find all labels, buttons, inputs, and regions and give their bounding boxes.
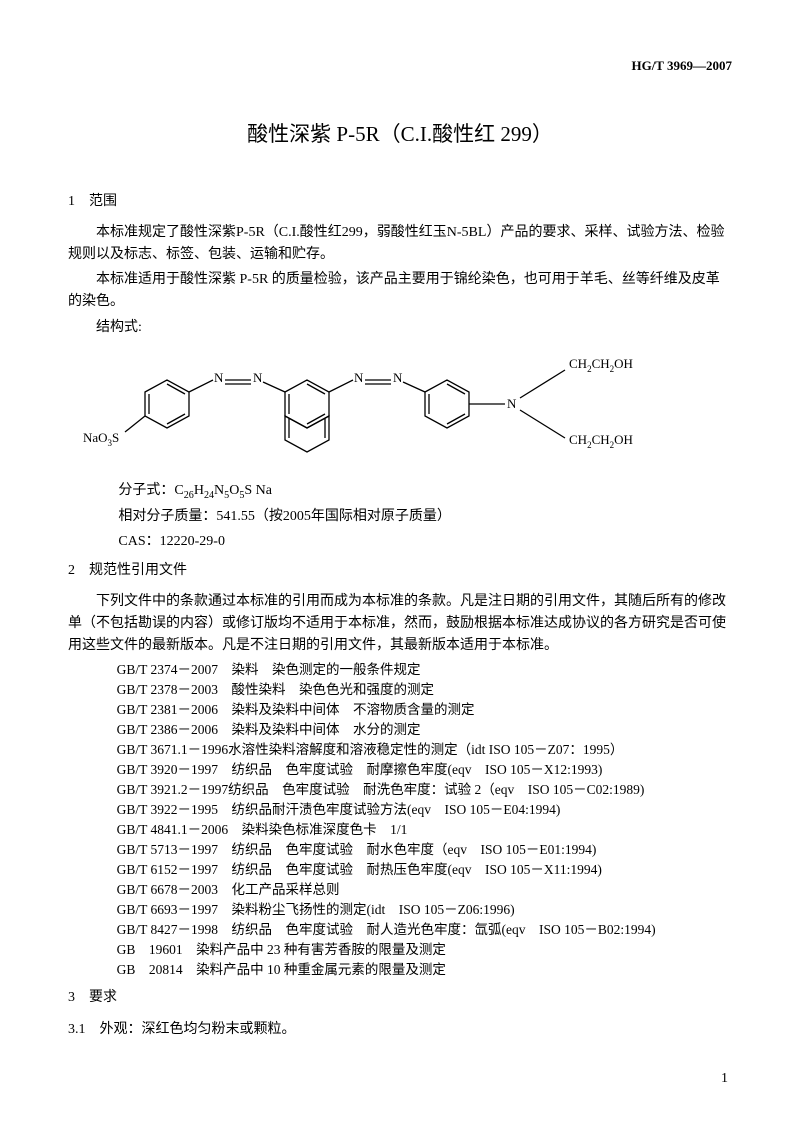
section-1-para-1: 本标准规定了酸性深紫P-5R（C.I.酸性红299，弱酸性红玉N-5BL）产品的… xyxy=(68,222,732,265)
svg-text:N: N xyxy=(354,370,364,385)
reference-list: GB/T 2374－2007 染料 染色测定的一般条件规定 GB/T 2378－… xyxy=(117,660,732,980)
reference-item: GB/T 2374－2007 染料 染色测定的一般条件规定 xyxy=(117,660,732,680)
reference-item: GB/T 2381－2006 染料及染料中间体 不溶物质含量的测定 xyxy=(117,700,732,720)
section-3-heading: 3 要求 xyxy=(68,986,732,1006)
reference-item: GB/T 3922－1995 纺织品耐汗渍色牢度试验方法(eqv ISO 105… xyxy=(117,800,732,820)
document-title: 酸性深紫 P-5R（C.I.酸性红 299） xyxy=(68,118,732,148)
section-3-1: 3.1 外观：深红色均匀粉末或颗粒。 xyxy=(68,1018,732,1038)
reference-item: GB/T 3920－1997 纺织品 色牢度试验 耐摩擦色牢度(eqv ISO … xyxy=(117,760,732,780)
svg-text:NaO3S: NaO3S xyxy=(83,430,119,448)
section-2-para-1: 下列文件中的条款通过本标准的引用而成为本标准的条款。凡是注日期的引用文件，其随后… xyxy=(68,591,732,656)
reference-item: GB/T 6693－1997 染料粉尘飞扬性的测定(idt ISO 105－Z0… xyxy=(117,900,732,920)
reference-item: GB/T 3671.1－1996水溶性染料溶解度和溶液稳定性的测定（idt IS… xyxy=(117,740,732,760)
svg-text:N: N xyxy=(507,396,517,411)
standard-code: HG/T 3969—2007 xyxy=(68,58,732,74)
reference-item: GB/T 2386－2006 染料及染料中间体 水分的测定 xyxy=(117,720,732,740)
svg-text:N: N xyxy=(253,370,263,385)
reference-item: GB/T 6152－1997 纺织品 色牢度试验 耐热压色牢度(eqv ISO … xyxy=(117,860,732,880)
reference-item: GB/T 3921.2－1997纺织品 色牢度试验 耐洗色牢度：试验 2（eqv… xyxy=(117,780,732,800)
section-2-heading: 2 规范性引用文件 xyxy=(68,559,732,579)
svg-text:N: N xyxy=(393,370,403,385)
structure-label: 结构式: xyxy=(68,317,732,339)
reference-item: GB/T 2378－2003 酸性染料 染色色光和强度的测定 xyxy=(117,680,732,700)
page-number: 1 xyxy=(721,1071,728,1087)
reference-item: GB/T 6678－2003 化工产品采样总则 xyxy=(117,880,732,900)
chemical-structure-diagram: NaO3S N N N N N CH2CH2OH CH2CH2OH xyxy=(68,342,732,472)
svg-text:CH2CH2OH: CH2CH2OH xyxy=(569,432,633,450)
reference-item: GB/T 8427－1998 纺织品 色牢度试验 耐人造光色牢度：氙弧(eqv … xyxy=(117,920,732,940)
section-1-heading: 1 范围 xyxy=(68,190,732,210)
reference-item: GB/T 4841.1－2006 染料染色标准深度色卡 1/1 xyxy=(117,820,732,840)
reference-item: GB 19601 染料产品中 23 种有害芳香胺的限量及测定 xyxy=(117,940,732,960)
molecular-formula-line: 分子式：C26H24N5O5S Na xyxy=(118,480,732,504)
reference-item: GB 20814 染料产品中 10 种重金属元素的限量及测定 xyxy=(117,960,732,980)
svg-text:N: N xyxy=(214,370,224,385)
molecular-weight-line: 相对分子质量：541.55（按2005年国际相对原子质量） xyxy=(118,506,732,528)
section-1-para-2: 本标准适用于酸性深紫 P-5R 的质量检验，该产品主要用于锦纶染色，也可用于羊毛… xyxy=(68,269,732,312)
svg-text:CH2CH2OH: CH2CH2OH xyxy=(569,356,633,374)
reference-item: GB/T 5713－1997 纺织品 色牢度试验 耐水色牢度（eqv ISO 1… xyxy=(117,840,732,860)
cas-line: CAS：12220-29-0 xyxy=(118,531,732,553)
